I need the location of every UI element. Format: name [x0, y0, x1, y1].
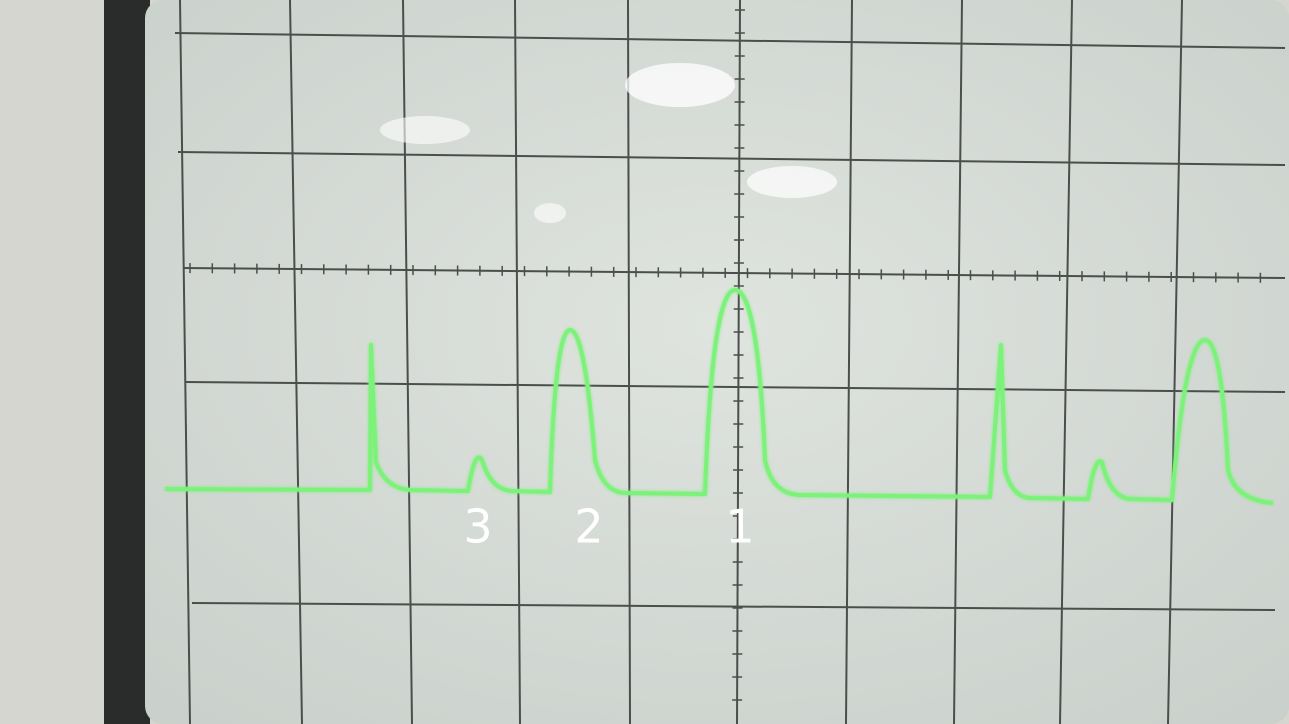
grid-line [177, 151, 1286, 166]
bezel [104, 0, 150, 724]
grid-line [736, 0, 741, 724]
annotation: 2 [574, 500, 603, 554]
grid-line [627, 0, 631, 724]
grid-line [174, 32, 1286, 49]
reflection [380, 116, 470, 144]
annotation: 3 [463, 500, 492, 554]
grid-line [845, 0, 853, 724]
center-ticks [189, 9, 1262, 701]
grid-line [514, 0, 521, 724]
waveform [164, 288, 1274, 505]
reflection [534, 203, 566, 223]
grid-line [953, 0, 963, 724]
grid-line [182, 267, 1286, 279]
grid-line [1167, 0, 1183, 724]
reflection [747, 166, 837, 198]
reflection [625, 63, 735, 107]
grid-line [1059, 0, 1073, 724]
screen [145, 0, 1289, 724]
annotation: 1 [725, 500, 754, 554]
grid-line [191, 602, 1276, 611]
grid-line [179, 0, 191, 724]
